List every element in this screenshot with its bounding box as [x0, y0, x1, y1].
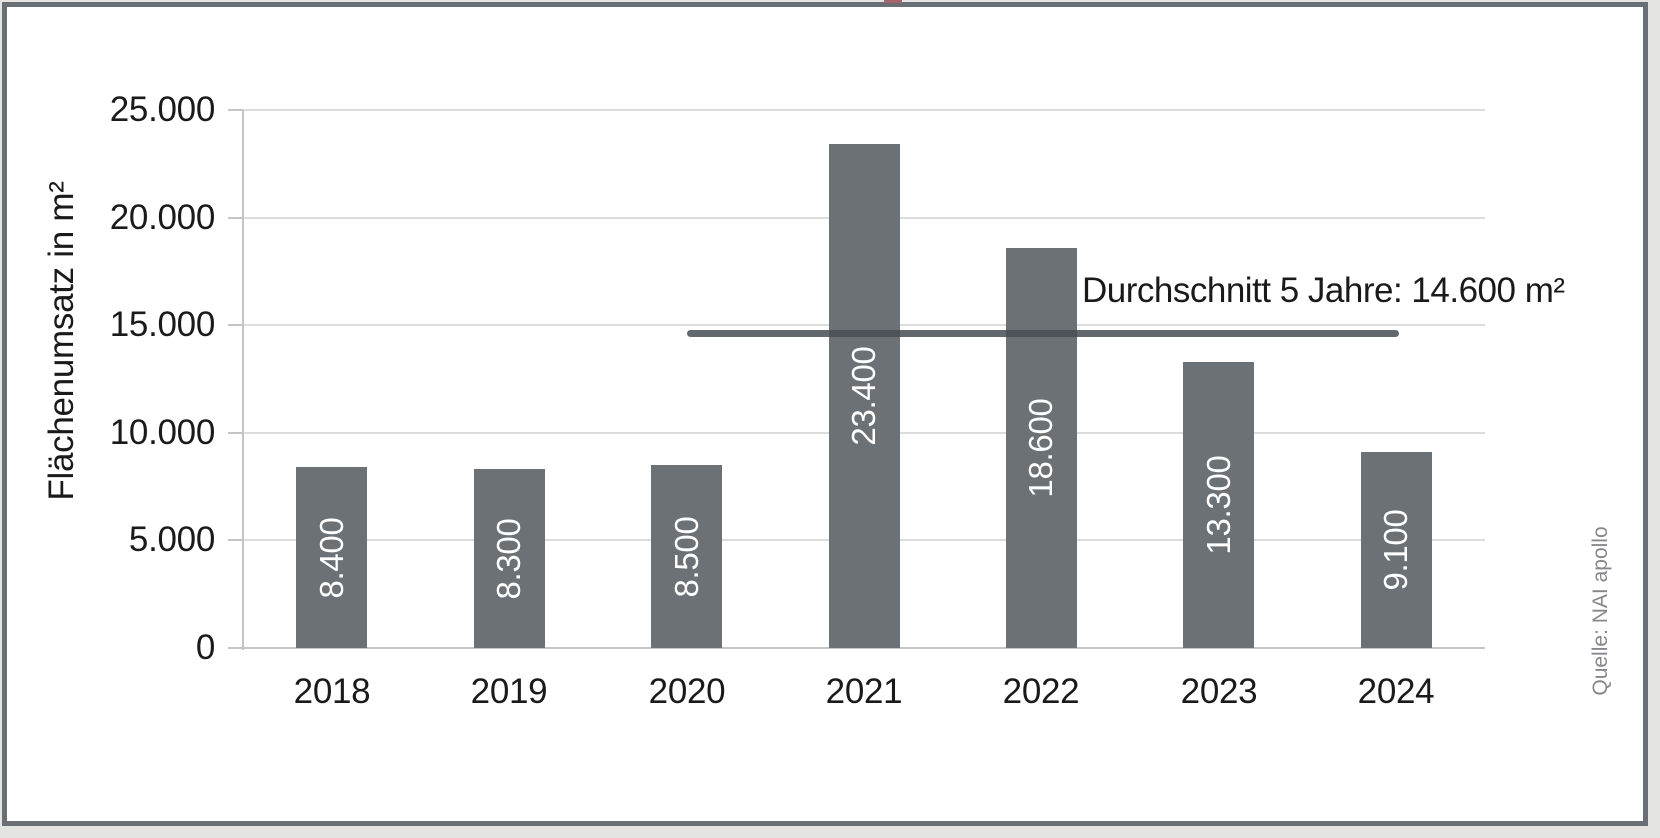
average-line-label: Durchschnitt 5 Jahre: 14.600 m²: [1082, 271, 1565, 310]
chart-frame: [2, 2, 1648, 826]
bar-value-label-2021: 23.400: [845, 346, 882, 446]
x-tick-label-2021: 2021: [825, 672, 903, 711]
bar-2021: [829, 144, 900, 648]
bar-value-label-2018: 8.400: [313, 517, 350, 599]
y-tick-label-5000: 5.000: [128, 520, 215, 560]
y-axis-line: [242, 110, 244, 650]
x-tick-label-2023: 2023: [1180, 672, 1258, 711]
bar-2023: [1183, 362, 1254, 648]
gridline-25000: [243, 109, 1485, 111]
bar-value-label-2019: 8.300: [490, 518, 527, 600]
y-tick-label-0: 0: [195, 628, 215, 667]
source-credit: Quelle: NAI apollo: [1589, 526, 1612, 696]
average-line: [687, 330, 1399, 337]
bar-2019: [474, 469, 545, 648]
y-tick-25000: [228, 109, 243, 111]
y-tick-label-20000: 20.000: [109, 197, 216, 237]
bar-2024: [1361, 452, 1432, 648]
bar-2022: [1006, 248, 1077, 648]
bar-value-label-2022: 18.600: [1022, 398, 1059, 498]
y-tick-5000: [228, 539, 243, 542]
y-tick-20000: [228, 216, 243, 219]
red-crop-artifact-icon: [884, 0, 902, 3]
x-tick-label-2018: 2018: [293, 672, 371, 711]
y-tick-label-10000: 10.000: [109, 412, 216, 452]
x-tick-label-2020: 2020: [648, 672, 726, 711]
y-tick-label-25000: 25.000: [109, 90, 216, 129]
bar-2018: [296, 467, 367, 648]
x-tick-label-2024: 2024: [1357, 672, 1435, 711]
bar-value-label-2023: 13.300: [1200, 455, 1237, 555]
y-tick-10000: [228, 431, 243, 434]
y-tick-label-15000: 15.000: [109, 305, 216, 345]
bar-2020: [651, 465, 722, 648]
y-axis-title: Flächenumsatz in m²: [42, 181, 81, 501]
x-axis-line: [242, 647, 1485, 649]
y-tick-15000: [228, 324, 243, 327]
x-tick-label-2019: 2019: [470, 672, 548, 711]
x-tick-label-2022: 2022: [1002, 672, 1080, 711]
bar-value-label-2020: 8.500: [668, 516, 705, 598]
y-tick-0: [228, 647, 243, 649]
bar-value-label-2024: 9.100: [1377, 509, 1414, 591]
